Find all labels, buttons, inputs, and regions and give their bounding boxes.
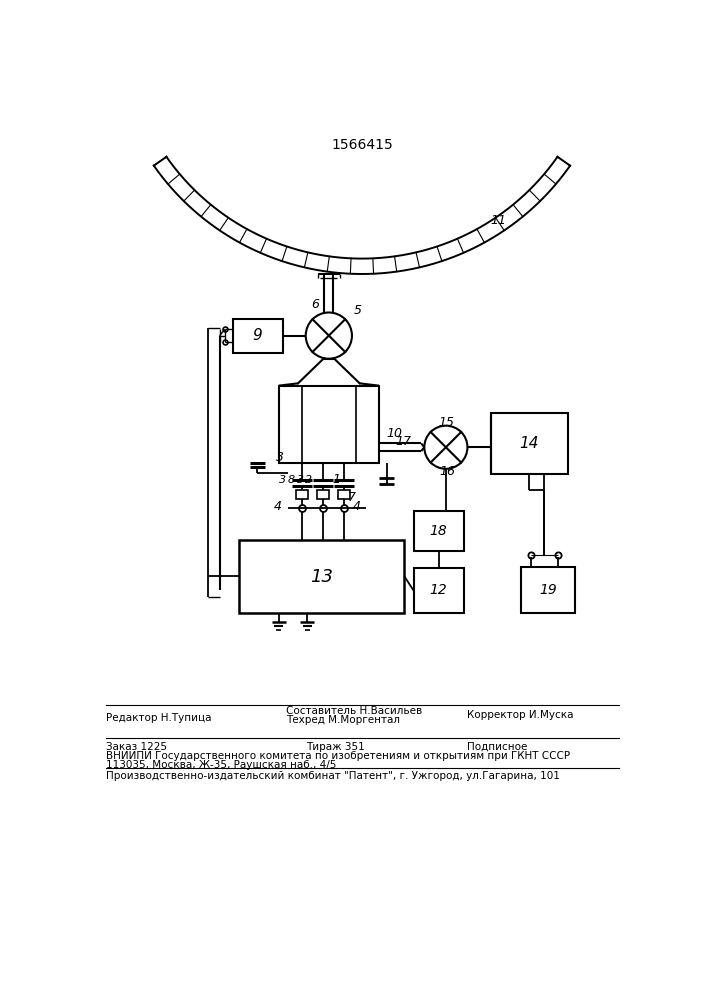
Text: 8: 8 (288, 475, 295, 485)
Text: 3: 3 (276, 451, 284, 464)
Text: 3: 3 (297, 475, 304, 485)
Bar (338, 490, 351, 499)
Text: Подписное: Подписное (467, 742, 528, 752)
Text: Техред М.Моргентал: Техред М.Моргентал (286, 715, 400, 725)
Text: 7: 7 (348, 491, 356, 504)
Text: 12: 12 (429, 583, 447, 597)
Bar (317, 490, 329, 499)
Text: 13: 13 (310, 568, 332, 586)
Text: 6: 6 (311, 298, 319, 311)
Text: 4: 4 (353, 500, 361, 513)
Text: 9: 9 (252, 328, 262, 343)
Bar (239, 540, 404, 613)
Bar (233, 319, 283, 353)
Text: Заказ 1225: Заказ 1225 (105, 742, 167, 752)
Bar (491, 413, 568, 474)
Text: 19: 19 (539, 583, 557, 597)
Text: 1566415: 1566415 (331, 138, 393, 152)
Text: 3: 3 (279, 475, 286, 485)
Bar (414, 568, 464, 613)
Text: 2: 2 (305, 475, 312, 485)
Text: Тираж 351: Тираж 351 (305, 742, 365, 752)
Text: 5: 5 (354, 304, 362, 317)
Text: 113035, Москва, Ж-35, Раушская наб., 4/5: 113035, Москва, Ж-35, Раушская наб., 4/5 (105, 760, 336, 770)
Text: 10: 10 (386, 427, 402, 440)
Text: Корректор И.Муска: Корректор И.Муска (467, 710, 574, 720)
Text: Составитель Н.Васильев: Составитель Н.Васильев (286, 706, 423, 716)
Text: 4: 4 (274, 500, 282, 513)
Text: 11: 11 (490, 214, 506, 227)
Text: Редактор Н.Тупица: Редактор Н.Тупица (105, 713, 211, 723)
Text: 16: 16 (440, 465, 455, 478)
Bar (521, 567, 575, 613)
Text: 17: 17 (395, 435, 411, 448)
Text: Производственно-издательский комбинат "Патент", г. Ужгород, ул.Гагарина, 101: Производственно-издательский комбинат "П… (105, 771, 559, 781)
Text: 14: 14 (520, 436, 539, 451)
Text: 18: 18 (429, 524, 447, 538)
Bar (296, 490, 308, 499)
Bar (279, 386, 379, 463)
Text: 1: 1 (332, 473, 341, 486)
Text: 15: 15 (438, 416, 455, 429)
Text: ВНИИПИ Государственного комитета по изобретениям и открытиям при ГКНТ СССР: ВНИИПИ Государственного комитета по изоб… (105, 751, 570, 761)
Bar (414, 511, 464, 551)
